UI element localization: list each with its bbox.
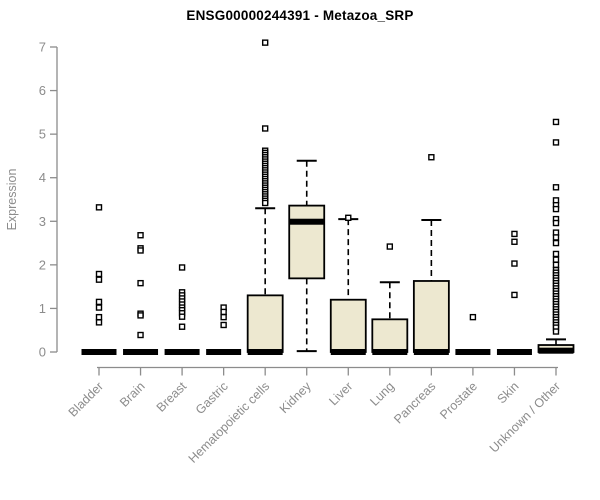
outlier-point	[345, 214, 352, 222]
median-line	[289, 218, 325, 225]
outlier-point	[137, 279, 144, 287]
outlier-point	[137, 232, 144, 239]
median-line	[538, 347, 574, 354]
outlier-point	[178, 313, 186, 320]
outlier-point	[386, 243, 394, 250]
boxplot-bladder	[81, 204, 117, 355]
boxplot-kidney	[288, 159, 326, 353]
outlier-point	[552, 219, 560, 227]
boxplot-lung	[371, 243, 409, 355]
outlier-point	[95, 276, 103, 283]
median-line	[455, 349, 491, 355]
x-tick-label-gastric: Gastric	[193, 379, 231, 417]
outlier-point	[511, 230, 518, 238]
outlier-point	[178, 264, 186, 271]
outlier-point	[95, 313, 103, 321]
boxplot-unknown-other	[537, 118, 575, 354]
box-body	[371, 318, 409, 353]
median-line	[123, 349, 159, 355]
outlier-point	[137, 247, 144, 254]
outlier-point	[178, 323, 186, 330]
x-tick-label-kidney: Kidney	[277, 379, 314, 416]
median-line	[372, 349, 408, 355]
boxplot-prostate	[455, 313, 491, 355]
outlier-point	[552, 261, 560, 269]
box-body	[288, 204, 326, 280]
outlier-point	[95, 204, 103, 211]
outlier-point	[552, 184, 560, 191]
outlier-point	[137, 312, 144, 319]
outlier-point	[552, 234, 560, 241]
x-tick-label-liver: Liver	[326, 379, 355, 408]
boxplot-pancreas	[412, 154, 450, 355]
x-tick-label-pancreas: Pancreas	[391, 379, 438, 426]
outlier-point	[511, 291, 518, 299]
y-tick-label: 4	[39, 170, 46, 185]
box-body	[329, 298, 367, 353]
boxplot-skin	[496, 230, 532, 355]
box-body	[412, 280, 450, 353]
boxplot-brain	[123, 232, 159, 355]
outlier-point	[552, 250, 560, 258]
outlier-point	[261, 39, 269, 46]
x-tick-label-skin: Skin	[494, 379, 521, 406]
boxplot-gastric	[206, 304, 242, 355]
outlier-point	[95, 319, 103, 326]
y-tick-label: 0	[39, 345, 46, 360]
y-tick-label: 5	[39, 127, 46, 142]
x-tick-label-brain: Brain	[117, 379, 148, 410]
x-tick-label-lung: Lung	[367, 379, 397, 409]
outlier-point	[220, 321, 227, 329]
outlier-point	[261, 199, 269, 207]
outlier-point	[552, 239, 560, 247]
y-tick-label: 2	[39, 257, 46, 272]
outlier-point	[220, 308, 227, 316]
x-tick-label-prostate: Prostate	[437, 379, 480, 422]
median-line	[247, 349, 283, 355]
median-line	[330, 349, 366, 355]
boxplot-hematopoietic-cells	[246, 39, 284, 355]
outlier-point	[220, 313, 227, 321]
median-line	[413, 349, 449, 355]
median-line	[206, 349, 242, 355]
outlier-point	[428, 154, 435, 161]
median-line	[496, 349, 532, 355]
outlier-point	[552, 139, 560, 146]
y-tick-label: 3	[39, 214, 46, 229]
outlier-point	[511, 238, 518, 245]
outlier-point	[511, 260, 518, 267]
outlier-point	[261, 125, 269, 132]
outlier-point	[552, 205, 560, 213]
outlier-point	[137, 331, 144, 339]
y-tick-label: 1	[39, 301, 46, 316]
median-line	[81, 349, 117, 355]
y-tick-label: 7	[39, 40, 46, 55]
outlier-point	[469, 313, 477, 321]
median-line	[164, 349, 200, 355]
boxplot-liver	[329, 214, 367, 355]
outlier-point	[95, 298, 103, 306]
x-tick-label-breast: Breast	[154, 379, 190, 415]
outlier-point	[552, 328, 560, 335]
x-tick-label-bladder: Bladder	[66, 379, 106, 419]
x-tick-label-unknown-other: Unknown / Other	[487, 379, 563, 455]
chart-title: ENSG00000244391 - Metazoa_SRP	[186, 8, 414, 23]
outlier-point	[95, 304, 103, 311]
x-tick-label-hematopoietic-cells: Hematopoietic cells	[186, 379, 273, 466]
box-body	[246, 294, 284, 353]
outlier-point	[552, 256, 560, 263]
y-tick-label: 6	[39, 83, 46, 98]
outlier-point	[552, 118, 560, 126]
outlier-point	[95, 270, 103, 278]
boxplot-breast	[164, 264, 200, 355]
y-axis-title: Expression	[5, 169, 19, 231]
